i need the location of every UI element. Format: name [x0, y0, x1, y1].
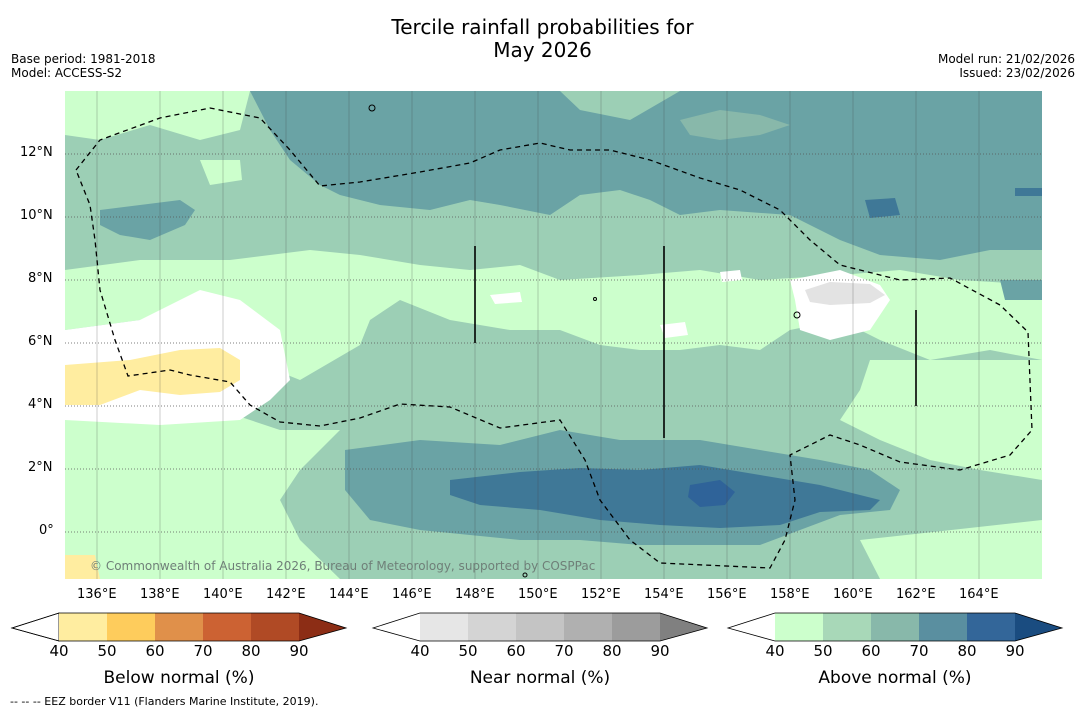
lat-label-8n: 8°N [28, 271, 53, 286]
colorbar-above [726, 612, 1064, 642]
islands [368, 104, 801, 578]
lon-label-162e: 162°E [896, 587, 936, 602]
near-tick-50: 50 [458, 642, 478, 660]
boundary-lines [474, 246, 917, 438]
below-tick-70: 70 [193, 642, 213, 660]
map-title-line2: May 2026 [493, 38, 592, 62]
lat-label-4n: 4°N [28, 397, 53, 412]
map-title-line1: Tercile rainfall probabilities for [391, 15, 694, 39]
above-normal-title: Above normal (%) [818, 668, 972, 688]
near-tick-90: 90 [650, 642, 670, 660]
lat-label-12n: 12°N [20, 145, 53, 160]
colorbar-near [371, 612, 709, 642]
near-tick-40: 40 [410, 642, 430, 660]
lon-label-148e: 148°E [455, 587, 495, 602]
lon-label-154e: 154°E [644, 587, 684, 602]
map-gridlines [65, 153, 1042, 533]
issued-date: Issued: 23/02/2026 [959, 66, 1075, 80]
lat-label-10n: 10°N [20, 208, 53, 223]
below-tick-50: 50 [97, 642, 117, 660]
lon-label-164e: 164°E [959, 587, 999, 602]
lon-label-146e: 146°E [392, 587, 432, 602]
eez-border [75, 107, 1033, 569]
lat-label-2n: 2°N [28, 460, 53, 475]
copyright-notice: © Commonwealth of Australia 2026, Bureau… [90, 559, 596, 573]
model-name: Model: ACCESS-S2 [11, 66, 123, 80]
lon-label-136e: 136°E [77, 587, 117, 602]
lat-label-6n: 6°N [28, 334, 53, 349]
below-tick-80: 80 [241, 642, 261, 660]
lon-label-160e: 160°E [833, 587, 873, 602]
below-tick-60: 60 [145, 642, 165, 660]
lon-label-152e: 152°E [581, 587, 621, 602]
lon-label-144e: 144°E [329, 587, 369, 602]
probability-field [65, 91, 1042, 579]
lon-label-142e: 142°E [266, 587, 306, 602]
below-tick-40: 40 [49, 642, 69, 660]
near-normal-title: Near normal (%) [469, 668, 611, 688]
colorbar-below [10, 612, 348, 642]
lon-label-138e: 138°E [140, 587, 180, 602]
near-tick-60: 60 [506, 642, 526, 660]
above-tick-80: 80 [957, 642, 977, 660]
model-run-date: Model run: 21/02/2026 [937, 52, 1075, 66]
near-tick-80: 80 [602, 642, 622, 660]
above-tick-40: 40 [765, 642, 785, 660]
lon-label-156e: 156°E [707, 587, 747, 602]
near-tick-70: 70 [554, 642, 574, 660]
below-tick-90: 90 [289, 642, 309, 660]
eez-footnote: -- -- -- EEZ border V11 (Flanders Marine… [10, 695, 319, 708]
below-normal-title: Below normal (%) [103, 668, 255, 688]
lat-label-0: 0° [39, 523, 54, 538]
above-tick-50: 50 [813, 642, 833, 660]
above-tick-90: 90 [1005, 642, 1025, 660]
base-period: Base period: 1981-2018 [11, 52, 156, 66]
lon-label-158e: 158°E [770, 587, 810, 602]
lon-label-140e: 140°E [203, 587, 243, 602]
lon-label-150e: 150°E [518, 587, 558, 602]
above-tick-70: 70 [909, 642, 929, 660]
above-tick-60: 60 [861, 642, 881, 660]
